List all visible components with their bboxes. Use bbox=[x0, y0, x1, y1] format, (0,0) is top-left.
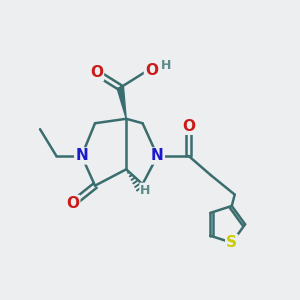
Text: N: N bbox=[75, 148, 88, 164]
Text: S: S bbox=[226, 235, 237, 250]
Text: O: O bbox=[66, 196, 79, 211]
Text: N: N bbox=[151, 148, 164, 164]
Text: O: O bbox=[182, 119, 195, 134]
Polygon shape bbox=[117, 87, 126, 119]
Text: H: H bbox=[140, 184, 151, 196]
Text: O: O bbox=[90, 65, 103, 80]
Text: O: O bbox=[145, 63, 158, 78]
Text: H: H bbox=[161, 59, 172, 72]
